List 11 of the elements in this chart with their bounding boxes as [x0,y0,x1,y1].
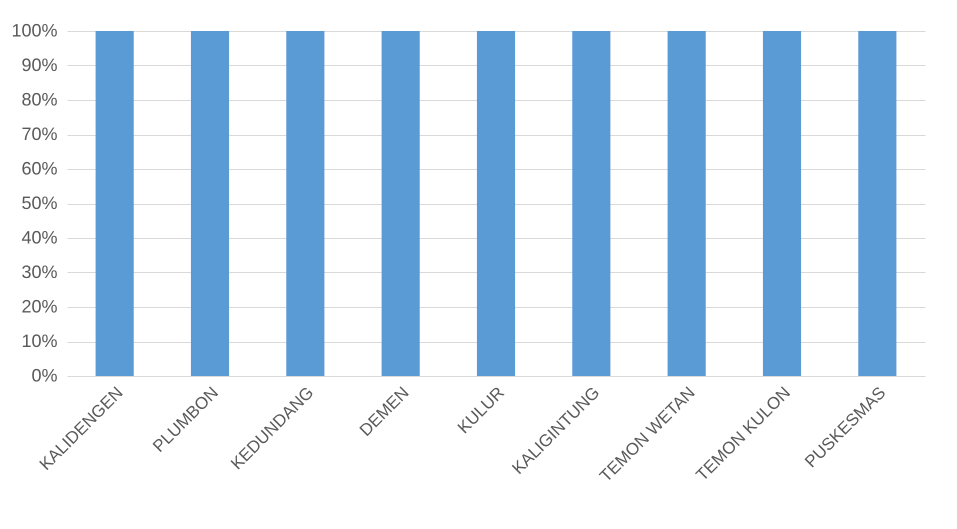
y-tick-label: 0% [31,366,58,386]
y-tick-label: 60% [21,158,58,178]
y-tick-label: 80% [21,90,58,110]
y-tick-label: 70% [21,124,58,144]
y-tick-label: 90% [21,55,58,75]
y-tick-label: 30% [21,262,58,282]
y-tick-label: 50% [21,193,58,213]
y-tick-label: 20% [21,296,58,316]
y-tick-label: 10% [21,331,58,351]
y-tick-label: 40% [21,228,58,248]
y-tick-label: 100% [11,20,58,40]
